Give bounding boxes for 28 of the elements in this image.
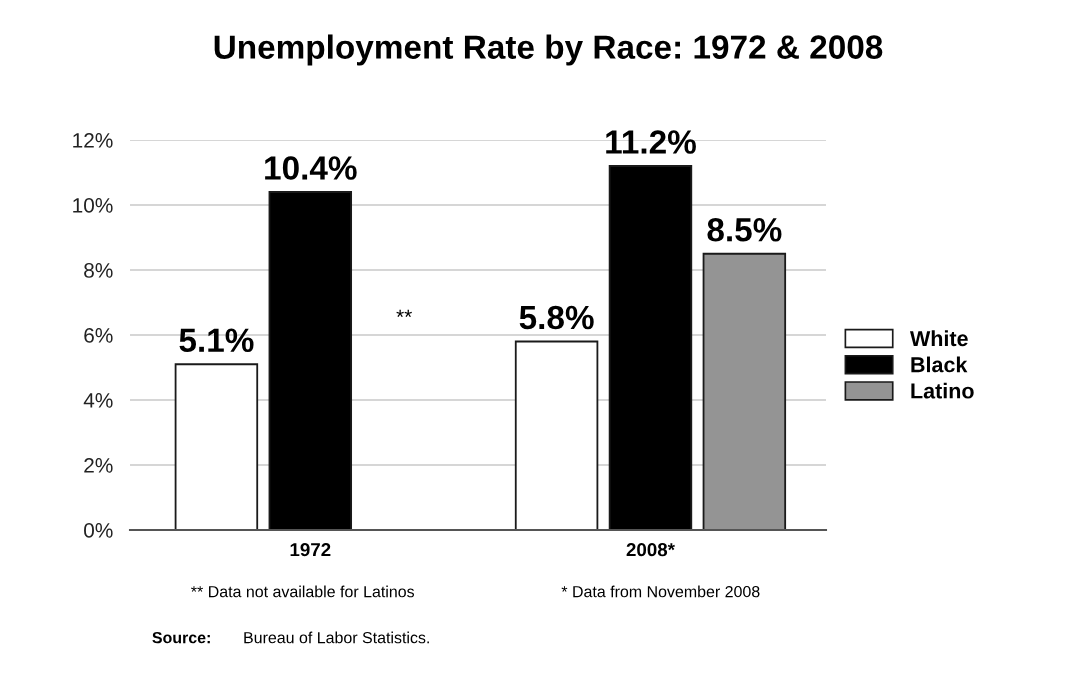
bar	[608, 165, 693, 530]
data-label: 5.8%	[519, 305, 594, 330]
bar	[702, 252, 787, 530]
y-tick-label: 4%	[83, 393, 113, 408]
bar	[514, 340, 599, 530]
legend-label: Latino	[911, 382, 974, 399]
chart-title: Unemployment Rate by Race: 1972 & 2008	[214, 34, 883, 66]
y-tick-label: 8%	[84, 263, 113, 278]
y-tick-label: 12%	[73, 133, 113, 148]
text: ** Data not available for Latinos	[191, 585, 415, 598]
data-label: 8.5%	[707, 218, 782, 242]
data-label: 10.4%	[265, 156, 357, 180]
source-note: Source:	[152, 631, 210, 644]
data-label: 11.2%	[606, 130, 696, 154]
x-tick-label: 2008*	[626, 543, 675, 557]
x-tick-label: 1972	[290, 543, 331, 557]
annotation: **	[396, 309, 412, 318]
text: Bureau of Labor Statistics.	[244, 631, 429, 644]
legend-label: White	[909, 330, 968, 347]
y-tick-label: 2%	[84, 458, 113, 473]
bar	[268, 191, 353, 530]
y-tick-label: 0%	[84, 523, 113, 538]
data-label: 5.1%	[179, 328, 254, 353]
y-tick-label: 6%	[84, 328, 113, 343]
text: * Data from November 2008	[561, 585, 760, 598]
bar	[174, 363, 259, 530]
y-tick-label: 10%	[73, 198, 113, 213]
legend-label: Black	[911, 356, 968, 373]
